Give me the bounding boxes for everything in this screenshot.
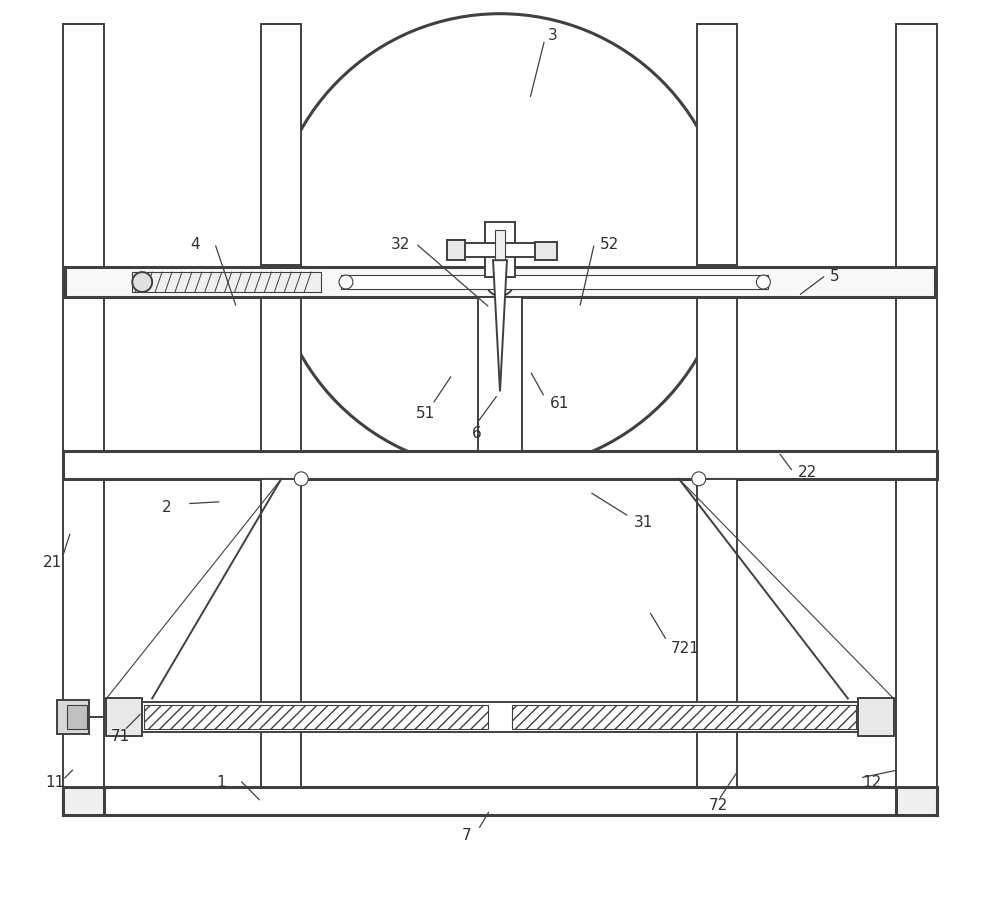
Bar: [144, 705, 488, 730]
Circle shape: [486, 269, 514, 297]
Bar: [697, 24, 737, 266]
Bar: [896, 24, 937, 452]
Circle shape: [294, 473, 308, 486]
Text: 71: 71: [110, 728, 130, 743]
Circle shape: [271, 14, 729, 472]
Bar: [261, 266, 301, 452]
Bar: [478, 298, 522, 452]
Bar: [63, 787, 104, 815]
Bar: [858, 699, 894, 736]
Circle shape: [339, 276, 353, 290]
Text: 31: 31: [634, 514, 654, 529]
Text: 32: 32: [391, 236, 410, 252]
Text: 61: 61: [550, 395, 569, 410]
Polygon shape: [493, 261, 507, 392]
Bar: [447, 241, 465, 261]
Bar: [495, 231, 505, 271]
Bar: [261, 479, 301, 787]
Bar: [63, 479, 104, 787]
Bar: [67, 705, 87, 730]
Bar: [896, 787, 937, 815]
Bar: [512, 705, 856, 730]
Text: 721: 721: [671, 640, 700, 656]
Bar: [63, 24, 104, 452]
Bar: [106, 699, 142, 736]
Bar: [63, 452, 937, 479]
Bar: [63, 787, 937, 815]
Bar: [261, 24, 301, 266]
Text: 1: 1: [217, 775, 226, 789]
Circle shape: [132, 272, 152, 292]
Text: 21: 21: [43, 554, 62, 569]
Bar: [697, 479, 737, 787]
Text: 22: 22: [798, 465, 817, 480]
Circle shape: [692, 473, 706, 486]
Bar: [57, 701, 89, 734]
Bar: [65, 268, 935, 298]
Text: 4: 4: [190, 236, 200, 252]
Text: 7: 7: [462, 827, 472, 842]
Text: 12: 12: [863, 775, 882, 789]
Text: 52: 52: [599, 236, 619, 252]
Bar: [896, 479, 937, 787]
Text: 3: 3: [548, 28, 557, 43]
Bar: [485, 223, 515, 278]
Text: 72: 72: [709, 797, 728, 813]
Text: 5: 5: [830, 268, 840, 283]
Bar: [142, 703, 858, 732]
Text: 6: 6: [472, 425, 482, 440]
Text: 2: 2: [162, 500, 172, 514]
Bar: [535, 243, 557, 261]
Text: 51: 51: [416, 405, 435, 420]
Bar: [132, 272, 321, 292]
Circle shape: [756, 276, 770, 290]
Bar: [465, 244, 535, 258]
Bar: [697, 266, 737, 452]
Text: 11: 11: [45, 775, 64, 789]
Bar: [341, 276, 768, 290]
